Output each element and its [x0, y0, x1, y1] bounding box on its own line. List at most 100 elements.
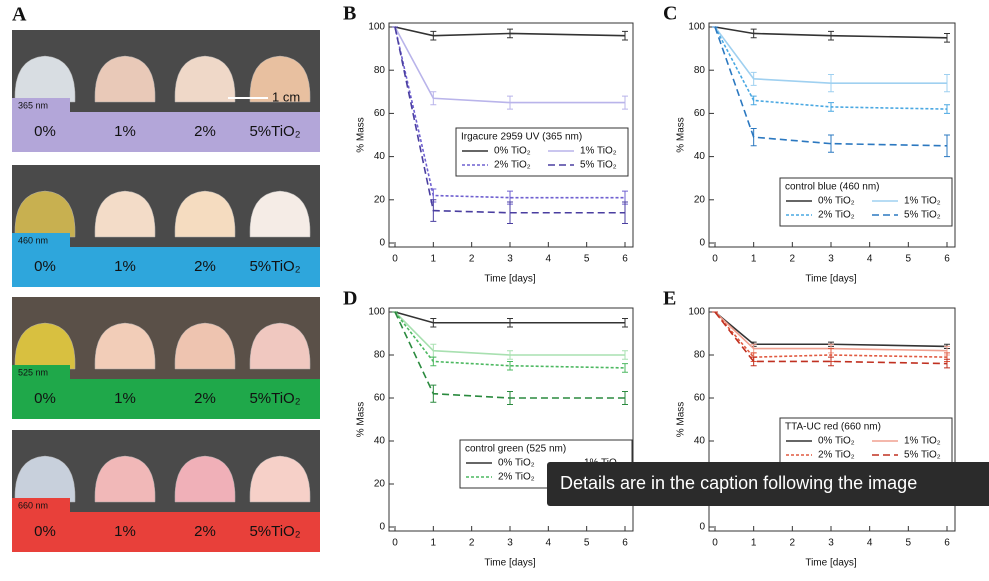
panel-letter: C	[663, 3, 677, 25]
x-tick-label: 2	[469, 254, 475, 265]
legend-title: control blue (460 nm)	[785, 182, 880, 193]
y-tick-label: 100	[688, 307, 705, 318]
x-tick-label: 0	[712, 538, 718, 549]
y-axis-label: % Mass	[356, 402, 367, 438]
strip-label: 2%	[194, 123, 216, 140]
x-tick-label: 5	[906, 254, 912, 265]
y-tick-label: 60	[694, 393, 706, 404]
legend-title: Irgacure 2959 UV (365 nm)	[461, 132, 582, 143]
strip-label: 1%	[114, 258, 136, 275]
strip-label: 1%	[114, 123, 136, 140]
x-tick-label: 2	[790, 538, 796, 549]
strip-label: 1%	[114, 523, 136, 540]
x-tick-label: 4	[867, 254, 873, 265]
x-tick-label: 0	[392, 538, 398, 549]
x-tick-label: 5	[906, 538, 912, 549]
y-tick-label: 40	[694, 151, 706, 162]
legend-label: 5% TiO₂	[580, 160, 617, 171]
strip-label: 0%	[34, 258, 56, 275]
x-axis-label: Time [days]	[484, 274, 536, 285]
x-tick-label: 3	[507, 538, 513, 549]
x-tick-label: 1	[431, 538, 437, 549]
y-tick-label: 40	[374, 151, 386, 162]
wavelength: 365 nm	[18, 100, 48, 110]
y-tick-label: 80	[694, 350, 706, 361]
strip-label: 2%	[194, 258, 216, 275]
x-tick-label: 0	[712, 254, 718, 265]
legend-label: 1% TiO₂	[904, 436, 941, 447]
x-tick-label: 4	[546, 254, 552, 265]
x-tick-label: 1	[751, 538, 757, 549]
x-tick-label: 6	[944, 254, 950, 265]
y-tick-label: 20	[374, 194, 386, 205]
y-tick-label: 0	[699, 522, 705, 533]
legend-label: 0% TiO₂	[498, 458, 535, 469]
legend-label: 1% TiO₂	[580, 146, 617, 157]
y-axis-label: % Mass	[356, 117, 367, 153]
x-tick-label: 3	[828, 254, 834, 265]
y-tick-label: 0	[379, 238, 385, 249]
legend-label: 0% TiO₂	[818, 196, 855, 207]
y-axis-label: % Mass	[676, 117, 687, 153]
y-axis-label: % Mass	[676, 402, 687, 438]
figure: A365 nm0%1%2%5%TiO₂460 nm0%1%2%5%TiO₂525…	[0, 0, 989, 581]
panel-letter: B	[343, 3, 356, 25]
y-tick-label: 40	[374, 436, 386, 447]
legend-label: 0% TiO₂	[818, 436, 855, 447]
legend-title: TTA-UC red (660 nm)	[785, 422, 881, 433]
strip-label: 5%TiO₂	[249, 258, 300, 275]
strip-label: 5%TiO₂	[249, 123, 300, 140]
strip-label: 0%	[34, 390, 56, 407]
x-tick-label: 5	[584, 538, 590, 549]
x-tick-label: 2	[469, 538, 475, 549]
x-tick-label: 3	[828, 538, 834, 549]
legend-label: 2% TiO₂	[498, 472, 535, 483]
y-tick-label: 0	[379, 522, 385, 533]
wavelength: 525 nm	[18, 367, 48, 377]
legend-title: control green (525 nm)	[465, 444, 566, 455]
x-axis-label: Time [days]	[484, 558, 536, 569]
x-tick-label: 1	[431, 254, 437, 265]
strip-label: 1%	[114, 390, 136, 407]
strip-label: 2%	[194, 523, 216, 540]
x-axis-label: Time [days]	[805, 274, 857, 285]
y-tick-label: 0	[699, 238, 705, 249]
tooltip-text: Details are in the caption following the…	[560, 473, 917, 493]
x-tick-label: 5	[584, 254, 590, 265]
x-tick-label: 4	[546, 538, 552, 549]
strip-label: 0%	[34, 523, 56, 540]
legend-label: 1% TiO₂	[904, 196, 941, 207]
x-tick-label: 6	[622, 538, 628, 549]
y-tick-label: 60	[694, 108, 706, 119]
wavelength: 460 nm	[18, 235, 48, 245]
panel-letter: E	[663, 288, 676, 310]
y-tick-label: 80	[694, 65, 706, 76]
x-tick-label: 2	[790, 254, 796, 265]
legend-label: 0% TiO₂	[494, 146, 531, 157]
legend-label: 2% TiO₂	[818, 450, 855, 461]
scale-bar-label: 1 cm	[272, 89, 300, 104]
legend-label: 5% TiO₂	[904, 450, 941, 461]
strip-label: 5%TiO₂	[249, 523, 300, 540]
y-tick-label: 100	[368, 307, 385, 318]
strip-label: 2%	[194, 390, 216, 407]
panel-letter: A	[12, 4, 27, 26]
x-tick-label: 6	[622, 254, 628, 265]
legend-label: 5% TiO₂	[904, 210, 941, 221]
x-tick-label: 3	[507, 254, 513, 265]
y-tick-label: 60	[374, 393, 386, 404]
legend-label: 2% TiO₂	[494, 160, 531, 171]
panel-letter: D	[343, 288, 357, 310]
x-tick-label: 4	[867, 538, 873, 549]
y-tick-label: 40	[694, 436, 706, 447]
y-tick-label: 20	[374, 479, 386, 490]
y-tick-label: 100	[368, 22, 385, 33]
wavelength: 660 nm	[18, 500, 48, 510]
legend-label: 2% TiO₂	[818, 210, 855, 221]
strip-label: 0%	[34, 123, 56, 140]
x-tick-label: 6	[944, 538, 950, 549]
y-tick-label: 20	[694, 194, 706, 205]
x-tick-label: 1	[751, 254, 757, 265]
y-tick-label: 80	[374, 350, 386, 361]
y-tick-label: 100	[688, 22, 705, 33]
